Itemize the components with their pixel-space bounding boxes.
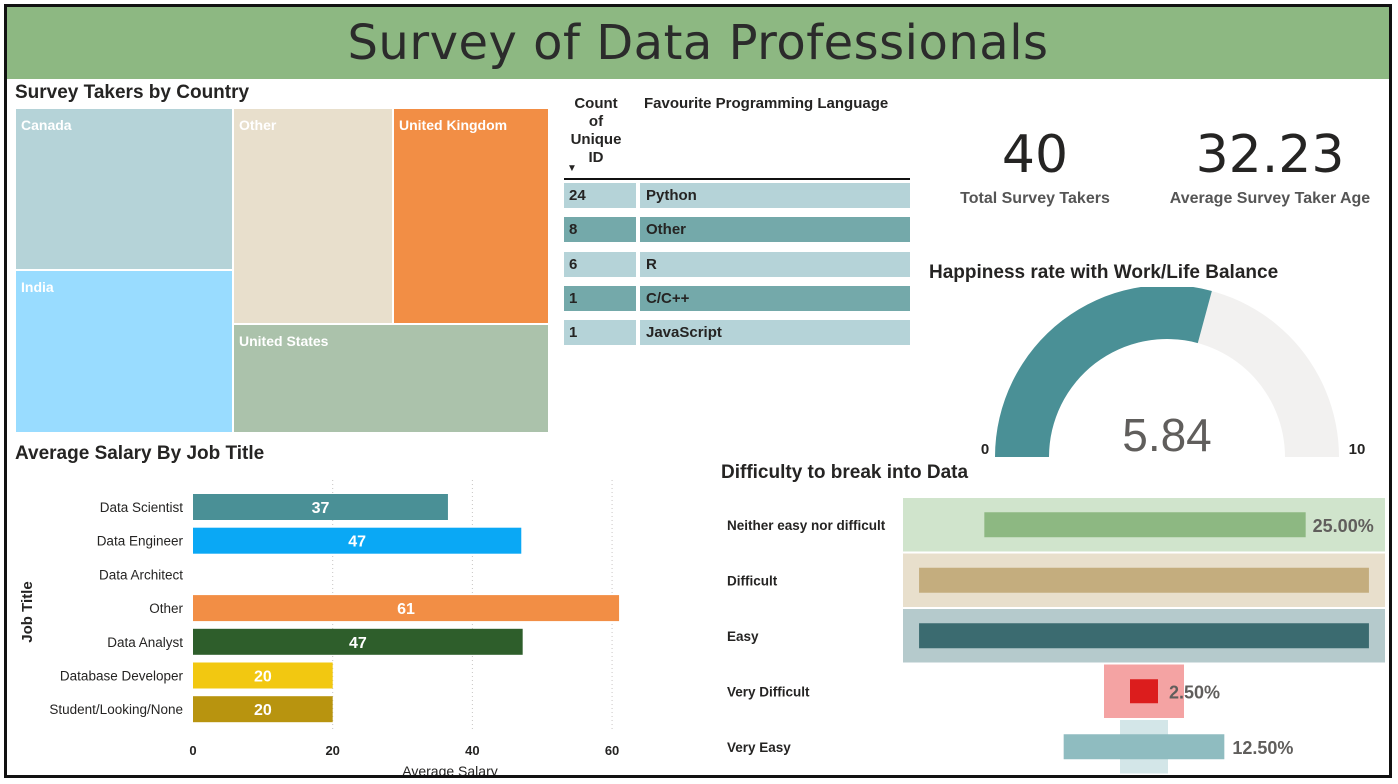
country-treemap[interactable]: Canada India Other United Kingdom United…: [15, 108, 549, 433]
gauge-title: Happiness rate with Work/Life Balance: [929, 262, 1279, 283]
salary-chart-title: Average Salary By Job Title: [15, 443, 265, 464]
gauge-max-label: 10: [1349, 441, 1366, 457]
happiness-gauge[interactable]: 5.84 0 10: [947, 287, 1387, 457]
dashboard-title: Survey of Data Professionals: [347, 15, 1049, 71]
x-tick-label: 40: [465, 743, 479, 758]
header-divider: [564, 178, 910, 180]
x-axis-title: Average Salary: [402, 763, 497, 777]
difficulty-bar[interactable]: [1063, 734, 1225, 760]
category-label: Data Architect: [99, 567, 183, 582]
language-cell: Other: [640, 217, 910, 242]
title-banner: Survey of Data Professionals: [7, 7, 1389, 79]
treemap-cell-other[interactable]: Other: [233, 108, 393, 324]
category-label: Neither easy nor difficult: [727, 518, 886, 533]
x-tick-label: 60: [605, 743, 619, 758]
count-cell: 8: [564, 217, 636, 242]
treemap-label: United Kingdom: [399, 117, 508, 133]
treemap-label: Canada: [21, 117, 72, 133]
count-cell: 24: [564, 183, 636, 208]
percent-label: 12.50%: [1232, 738, 1293, 758]
x-tick-label: 20: [325, 743, 339, 758]
count-cell: 1: [564, 286, 636, 311]
category-label: Data Analyst: [107, 635, 183, 650]
difficulty-chart-title: Difficulty to break into Data: [721, 462, 969, 483]
treemap-cell-united-states[interactable]: United States: [233, 324, 549, 433]
bar-data-label: 61: [397, 601, 415, 618]
category-label: Very Easy: [727, 740, 791, 755]
gauge-value-label: 5.84: [1122, 409, 1212, 457]
count-cell: 1: [564, 320, 636, 345]
salary-bar[interactable]: [193, 696, 333, 723]
language-cell: R: [640, 252, 910, 277]
difficulty-bar[interactable]: [984, 512, 1306, 538]
category-label: Very Difficult: [727, 684, 810, 699]
salary-bar-chart[interactable]: 0 20 40 60 Data Scientist 37 Data Engineer 47 Da…: [7, 472, 687, 777]
treemap-label: India: [21, 279, 54, 295]
table-row[interactable]: 6 R: [564, 252, 910, 277]
percent-label: 2.50%: [1169, 682, 1220, 702]
gauge-fill: [995, 287, 1212, 457]
salary-bar[interactable]: [193, 628, 523, 655]
treemap-cell-india[interactable]: India: [15, 270, 233, 433]
sort-descending-icon[interactable]: ▼: [567, 163, 577, 174]
category-label: Other: [149, 601, 183, 616]
salary-bar[interactable]: [193, 494, 448, 520]
salary-bar[interactable]: [193, 595, 620, 622]
table-row[interactable]: 8 Other: [564, 217, 910, 242]
difficulty-bar[interactable]: [919, 567, 1369, 593]
percent-label: 25.00%: [1313, 516, 1374, 536]
language-cell: JavaScript: [640, 320, 910, 345]
column-header-count[interactable]: Count of Unique ID: [570, 95, 622, 166]
bar-data-label: 20: [254, 669, 272, 686]
difficulty-bar[interactable]: [1130, 679, 1158, 704]
category-label: Data Engineer: [97, 534, 184, 549]
x-tick-label: 0: [189, 743, 196, 758]
category-label: Easy: [727, 629, 759, 644]
salary-bar[interactable]: [193, 527, 522, 554]
treemap-label: United States: [239, 333, 329, 349]
total-survey-takers-value: 40: [1001, 125, 1069, 185]
average-age-value: 32.23: [1195, 125, 1345, 185]
column-header-language[interactable]: Favourite Programming Language: [644, 95, 889, 112]
treemap-cell-canada[interactable]: Canada: [15, 108, 233, 270]
category-label: Data Scientist: [100, 500, 184, 515]
y-axis-title: Job Title: [19, 581, 36, 642]
count-cell: 6: [564, 252, 636, 277]
bar-data-label: 37: [312, 500, 330, 517]
salary-bar[interactable]: [193, 662, 333, 689]
table-row[interactable]: 1 JavaScript: [564, 320, 910, 345]
language-cell: Python: [640, 183, 910, 208]
category-label: Difficult: [727, 573, 778, 588]
bar-data-label: 47: [348, 534, 366, 551]
difficulty-chart[interactable]: Neither easy nor difficult 25.00% Difficul…: [707, 492, 1391, 777]
total-survey-takers-label: Total Survey Takers: [960, 190, 1110, 207]
category-label: Database Developer: [60, 669, 184, 684]
table-row[interactable]: 24 Python: [564, 183, 910, 208]
gauge-min-label: 0: [981, 441, 989, 457]
bar-data-label: 20: [254, 702, 272, 719]
dashboard: Survey of Data Professionals Survey Take…: [4, 4, 1392, 778]
table-row[interactable]: 1 C/C++: [564, 286, 910, 311]
treemap-cell-united-kingdom[interactable]: United Kingdom: [393, 108, 549, 324]
category-label: Student/Looking/None: [49, 702, 183, 717]
bar-data-label: 47: [349, 635, 367, 652]
average-age-label: Average Survey Taker Age: [1169, 190, 1371, 207]
treemap-label: Other: [239, 117, 277, 133]
language-cell: C/C++: [640, 286, 910, 311]
treemap-title: Survey Takers by Country: [15, 82, 250, 103]
difficulty-bar[interactable]: [919, 623, 1369, 649]
